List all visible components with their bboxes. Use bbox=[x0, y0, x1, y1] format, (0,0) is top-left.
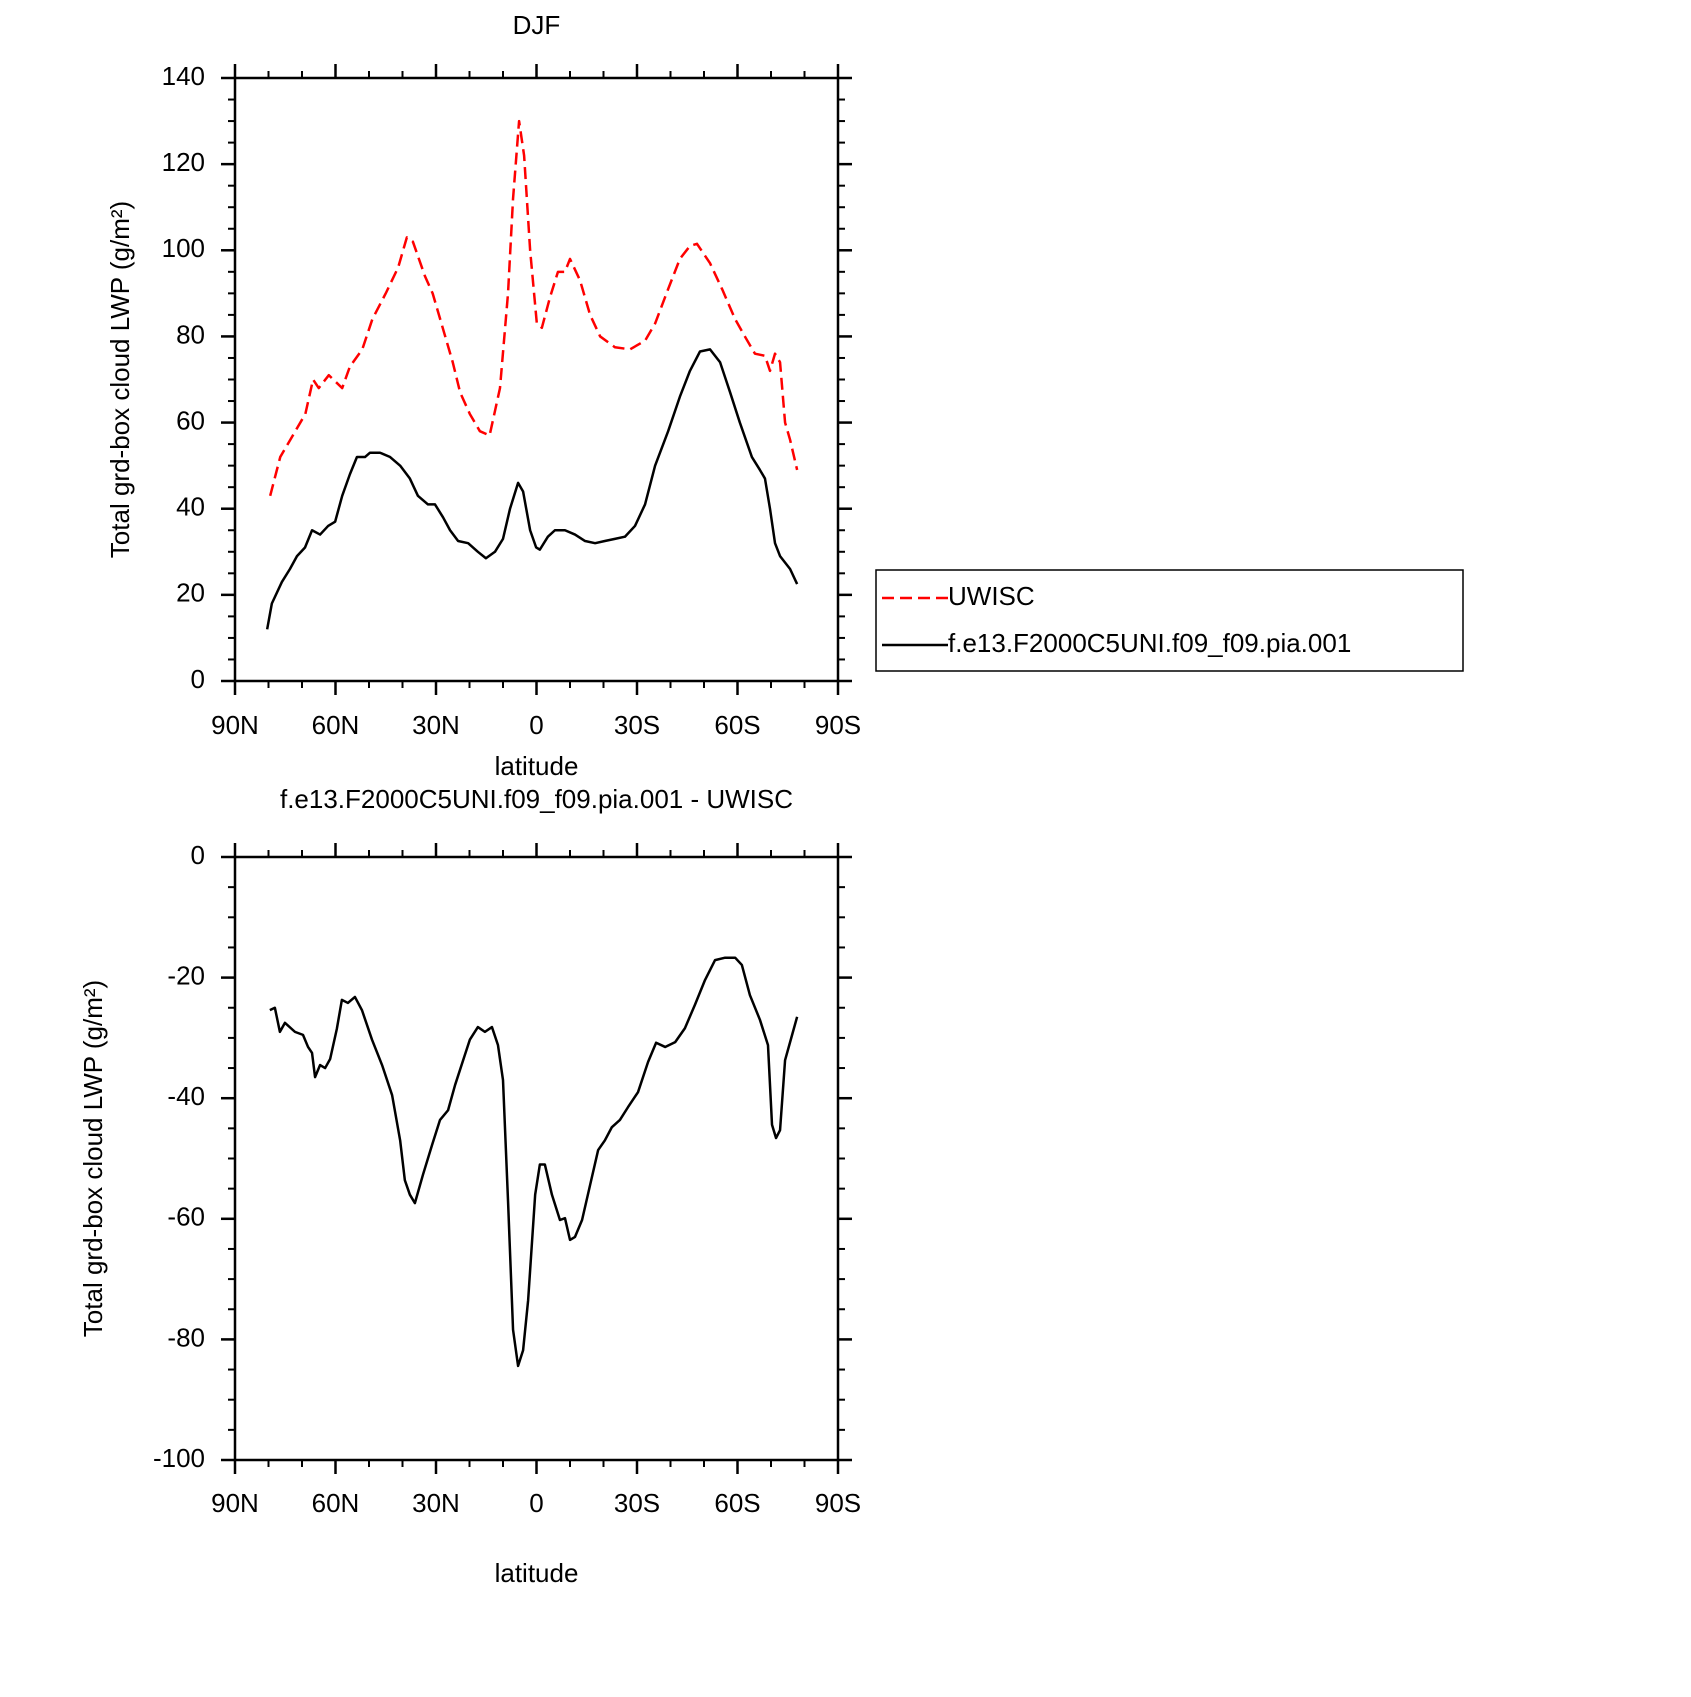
y-tick-label: -60 bbox=[167, 1202, 205, 1232]
series-line bbox=[269, 956, 799, 1368]
y-tick-label: -40 bbox=[167, 1081, 205, 1111]
x-tick-label: 60S bbox=[714, 1488, 760, 1518]
x-tick-label: 30S bbox=[614, 1488, 660, 1518]
x-tick-label: 0 bbox=[529, 710, 543, 740]
y-tick-label: 120 bbox=[162, 147, 205, 177]
y-tick-label: 80 bbox=[176, 319, 205, 349]
series-line bbox=[265, 348, 799, 630]
y-tick-label: 0 bbox=[191, 664, 205, 694]
x-tick-label: 60N bbox=[312, 1488, 360, 1518]
plot-frame bbox=[233, 855, 840, 1462]
y-tick-label: 0 bbox=[191, 840, 205, 870]
x-tick-label: 90S bbox=[815, 710, 861, 740]
series-line bbox=[268, 119, 799, 497]
legend-label: f.e13.F2000C5UNI.f09_f09.pia.001 bbox=[948, 628, 1351, 658]
y-tick-label: -80 bbox=[167, 1322, 205, 1352]
y-tick-label: 140 bbox=[162, 61, 205, 91]
y-tick-label: 20 bbox=[176, 578, 205, 608]
legend-box bbox=[875, 569, 1464, 672]
x-tick-label: 90N bbox=[211, 1488, 259, 1518]
y-axis-label: Total grd-box cloud LWP (g/m²) bbox=[105, 201, 135, 558]
x-tick-label: 90N bbox=[211, 710, 259, 740]
x-tick-label: 30N bbox=[412, 1488, 460, 1518]
chart-title: f.e13.F2000C5UNI.f09_f09.pia.001 - UWISC bbox=[280, 784, 793, 814]
x-tick-label: 60N bbox=[312, 710, 360, 740]
x-tick-label: 90S bbox=[815, 1488, 861, 1518]
y-tick-label: -20 bbox=[167, 960, 205, 990]
x-tick-label: 30S bbox=[614, 710, 660, 740]
y-tick-label: 40 bbox=[176, 492, 205, 522]
y-tick-label: 60 bbox=[176, 405, 205, 435]
x-tick-label: 60S bbox=[714, 710, 760, 740]
y-tick-label: 100 bbox=[162, 233, 205, 263]
x-axis-label: latitude bbox=[495, 1558, 579, 1588]
chart-title: DJF bbox=[513, 10, 561, 40]
y-tick-label: -100 bbox=[153, 1443, 205, 1473]
x-axis-label: latitude bbox=[495, 751, 579, 781]
x-tick-label: 30N bbox=[412, 710, 460, 740]
plot-frame bbox=[233, 76, 840, 683]
x-tick-label: 0 bbox=[529, 1488, 543, 1518]
y-axis-label: Total grd-box cloud LWP (g/m²) bbox=[78, 980, 108, 1337]
legend-label: UWISC bbox=[948, 581, 1035, 611]
